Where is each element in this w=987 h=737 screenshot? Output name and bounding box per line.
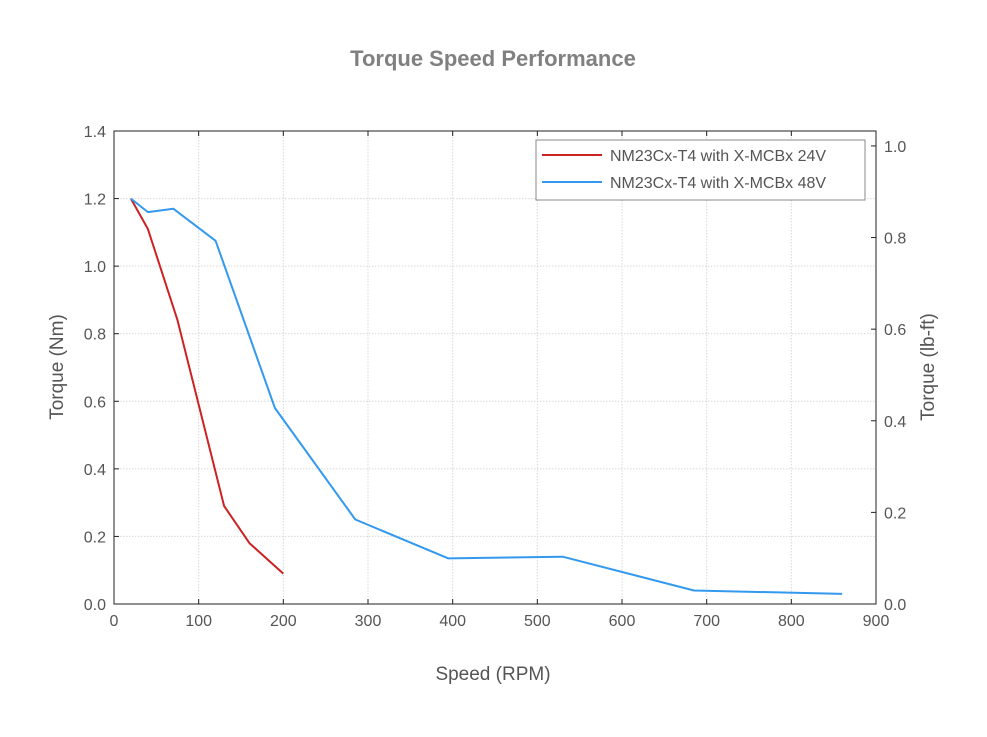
y-tick-label: 0.0 bbox=[84, 597, 106, 614]
y-tick-label: 0.2 bbox=[84, 529, 106, 546]
legend-box bbox=[535, 139, 866, 201]
x-axis-label: Speed (RPM) bbox=[435, 664, 550, 685]
y2-tick-label: 0.6 bbox=[884, 322, 906, 339]
gridlines bbox=[114, 131, 876, 604]
plot-area-frame bbox=[113, 130, 877, 605]
y-tick-label: 1.4 bbox=[84, 124, 106, 141]
x-tick-label: 400 bbox=[439, 613, 466, 630]
x-tick-label: 700 bbox=[693, 613, 720, 630]
x-tick-label: 200 bbox=[270, 613, 297, 630]
x-tick-label: 0 bbox=[110, 613, 119, 630]
x-tick-label: 500 bbox=[524, 613, 551, 630]
legend-label-24v: NM23Cx-T4 with X-MCBx 24V bbox=[610, 148, 826, 165]
legend-label-48v: NM23Cx-T4 with X-MCBx 48V bbox=[610, 175, 826, 192]
y-tick-label: 0.6 bbox=[84, 394, 106, 411]
x-tick-label: 100 bbox=[185, 613, 212, 630]
y-tick-label: 0.8 bbox=[84, 327, 106, 344]
y2-tick-label: 0.8 bbox=[884, 231, 906, 248]
x-tick-label: 800 bbox=[778, 613, 805, 630]
chart-title: Torque Speed Performance bbox=[350, 46, 636, 71]
y2-tick-label: 0.4 bbox=[884, 414, 906, 431]
series-line-1 bbox=[130, 197, 843, 595]
y-tick-label: 1.0 bbox=[84, 259, 106, 276]
x-tick-label: 900 bbox=[863, 613, 890, 630]
y2-axis-label: Torque (lb-ft) bbox=[918, 313, 939, 421]
y2-tick-label: 0.2 bbox=[884, 505, 906, 522]
legend: NM23Cx-T4 with X-MCBx 24V NM23Cx-T4 with… bbox=[535, 139, 866, 201]
y-tick-label: 0.4 bbox=[84, 462, 106, 479]
data-series bbox=[130, 197, 843, 595]
x-tick-label: 300 bbox=[355, 613, 382, 630]
y2-tick-label: 1.0 bbox=[884, 139, 906, 156]
y-axis-label: Torque (Nm) bbox=[47, 314, 68, 420]
axis-ticks: 0 100 200 300 400 500 600 700 800 9000.00.20.40.6… bbox=[84, 124, 907, 630]
y2-tick-label: 0.0 bbox=[884, 597, 906, 614]
series-line-0 bbox=[130, 198, 284, 575]
x-tick-label: 600 bbox=[609, 613, 636, 630]
y-tick-label: 1.2 bbox=[84, 192, 106, 209]
